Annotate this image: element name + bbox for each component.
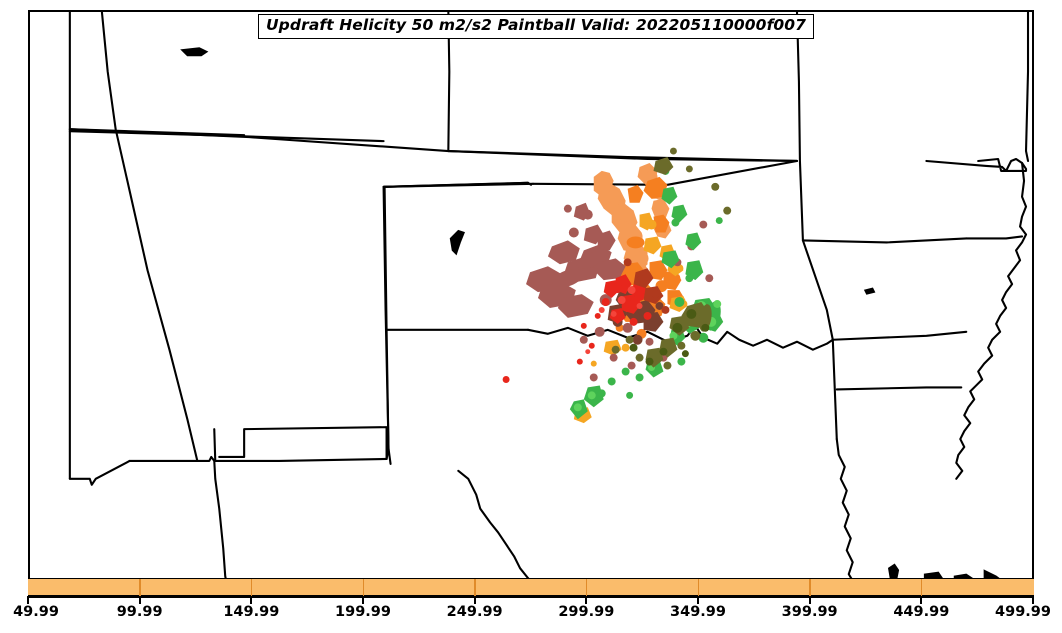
x-tick-label: 199.99 (335, 604, 391, 620)
x-tick-label: 249.99 (446, 604, 503, 620)
x-tick-mark (138, 596, 141, 604)
x-tick-mark (585, 596, 588, 604)
x-tick-label: 149.99 (223, 604, 280, 620)
colorbar-segment-divider (920, 579, 923, 596)
colorbar-segment-divider (474, 579, 476, 596)
lakes-and-rivers (180, 47, 1006, 585)
x-tick-mark (697, 596, 699, 604)
member-brick (623, 258, 670, 314)
x-tick-mark (250, 596, 253, 604)
x-tick-mark (27, 596, 29, 604)
colorbar-segment-divider (362, 579, 364, 596)
colorbar-segment-divider (809, 579, 811, 596)
plot-title-box: Updraft Helicity 50 m2/s2 Paintball Vali… (258, 14, 815, 39)
x-tick-label: 349.99 (670, 604, 726, 620)
x-tick-mark (808, 596, 811, 604)
colorbar-segment-divider (250, 579, 253, 596)
x-tick-mark (1032, 596, 1034, 604)
x-tick-label: 49.99 (13, 604, 59, 620)
colorbar-segment-divider (585, 579, 588, 596)
colorbar-strip (28, 578, 1034, 596)
member-olive (611, 147, 732, 370)
member-olive-dark (629, 308, 710, 366)
x-tick-label: 99.99 (116, 604, 163, 620)
colorbar-segment-divider (139, 579, 141, 596)
x-tick-label: 399.99 (781, 604, 838, 620)
x-tick-mark (920, 596, 923, 604)
paintball-members (502, 147, 732, 424)
x-tick-mark (362, 596, 364, 604)
x-tick-label: 299.99 (558, 604, 615, 620)
x-tick-mark (473, 596, 476, 604)
map-svg (68, 12, 1030, 590)
member-red-bright (585, 286, 643, 355)
x-tick-label: 499.99 (995, 604, 1051, 620)
colorbar-segment-divider (697, 579, 699, 596)
plot-title: Updraft Helicity 50 m2/s2 Paintball Vali… (266, 16, 807, 34)
member-red (502, 274, 652, 383)
x-tick-label: 449.99 (893, 604, 950, 620)
map-axes (28, 10, 1034, 598)
member-maroon (526, 202, 714, 382)
